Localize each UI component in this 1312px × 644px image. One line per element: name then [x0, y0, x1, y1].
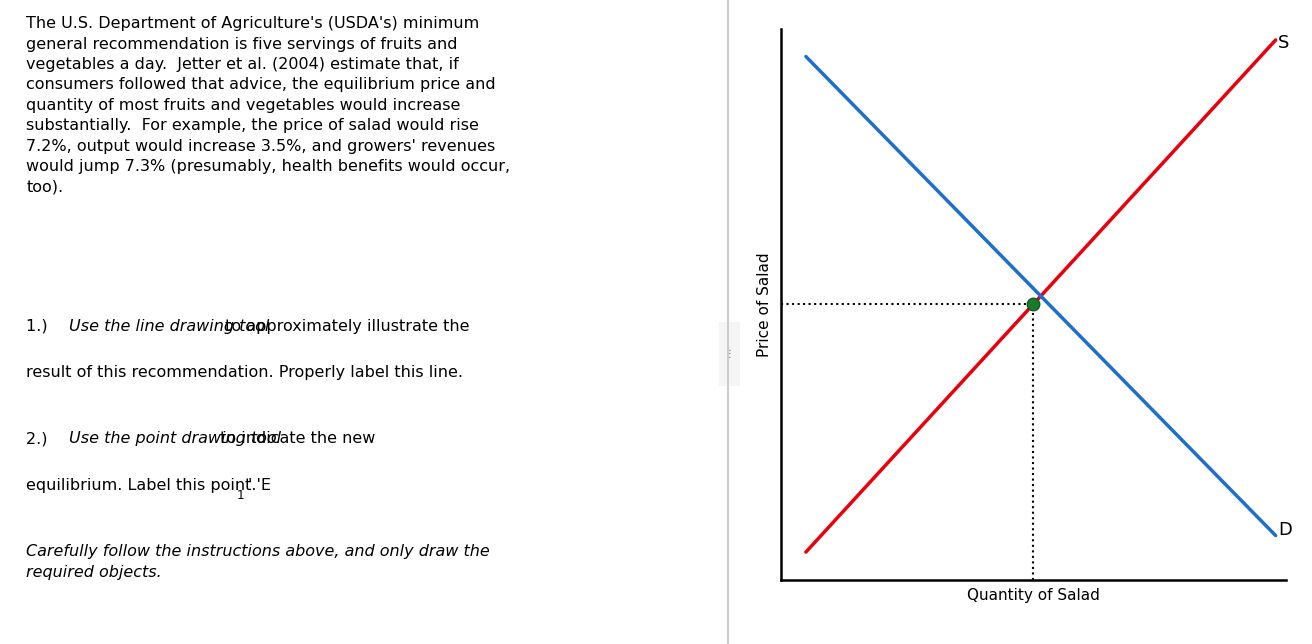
Text: result of this recommendation. Properly label this line.: result of this recommendation. Properly …	[26, 365, 463, 380]
Text: 1.): 1.)	[26, 319, 58, 334]
FancyBboxPatch shape	[718, 319, 741, 390]
Text: Use the line drawing tool: Use the line drawing tool	[68, 319, 269, 334]
Text: to indicate the new: to indicate the new	[215, 431, 375, 446]
Text: Use the point drawing tool: Use the point drawing tool	[68, 431, 281, 446]
Text: The U.S. Department of Agriculture's (USDA's) minimum
general recommendation is : The U.S. Department of Agriculture's (US…	[26, 16, 510, 194]
Y-axis label: Price of Salad: Price of Salad	[757, 252, 773, 357]
Text: 1: 1	[236, 489, 244, 502]
X-axis label: Quantity of Salad: Quantity of Salad	[967, 588, 1099, 603]
Text: to approximately illustrate the: to approximately illustrate the	[220, 319, 470, 334]
Text: S: S	[1278, 33, 1290, 52]
Text: equilibrium. Label this point 'E: equilibrium. Label this point 'E	[26, 478, 272, 493]
Text: '.: '.	[248, 478, 257, 493]
Text: ⋮: ⋮	[724, 349, 735, 359]
Text: 2.): 2.)	[26, 431, 58, 446]
Text: Carefully follow the instructions above, and only draw the
required objects.: Carefully follow the instructions above,…	[26, 544, 489, 580]
Text: D: D	[1278, 521, 1292, 539]
